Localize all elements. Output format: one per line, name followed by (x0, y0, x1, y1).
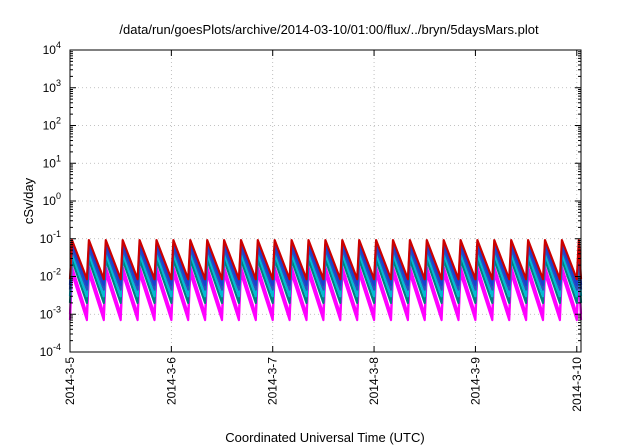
y-tick-exponent: 3 (56, 78, 61, 88)
chart-title: /data/run/goesPlots/archive/2014-03-10/0… (119, 22, 539, 37)
series-line-6 (68, 239, 583, 281)
y-tick-base: 10 (43, 81, 57, 95)
y-tick-exponent: -1 (53, 229, 61, 239)
y-tick-base: 10 (43, 43, 57, 57)
y-tick-exponent: -3 (53, 304, 61, 314)
y-tick-base: 10 (43, 119, 57, 133)
x-axis-label: Coordinated Universal Time (UTC) (225, 430, 424, 445)
y-tick-base: 10 (40, 345, 54, 359)
y-tick-label: 104 (43, 40, 61, 57)
y-tick-label: 100 (43, 191, 61, 208)
y-tick-base: 10 (40, 307, 54, 321)
x-tick-label: 2014-3-6 (164, 357, 178, 405)
y-tick-base: 10 (40, 270, 54, 284)
y-tick-label: 101 (43, 153, 61, 170)
axis-ticks (69, 49, 581, 353)
y-tick-exponent: 0 (56, 191, 61, 201)
y-tick-exponent: 1 (56, 153, 61, 163)
y-tick-base: 10 (40, 232, 54, 246)
x-tick-labels: 2014-3-5 2014-3-6 2014-3-7 2014-3-8 2014-3-9… (63, 357, 584, 412)
y-tick-label: 10-3 (40, 304, 61, 321)
y-tick-base: 10 (43, 194, 57, 208)
y-tick-exponent: -4 (53, 342, 61, 352)
y-tick-label: 10-4 (40, 342, 61, 359)
y-axis-label: cSv/day (21, 177, 36, 224)
x-tick-label: 2014-3-8 (367, 357, 381, 405)
series-group (68, 239, 583, 322)
x-tick-label: 2014-3-5 (63, 357, 77, 405)
y-tick-base: 10 (43, 156, 57, 170)
x-tick-label: 2014-3-9 (468, 357, 482, 405)
x-tick-label: 2014-3-10 (570, 357, 584, 412)
y-tick-label: 10-2 (40, 267, 61, 284)
x-tick-label: 2014-3-7 (266, 357, 280, 405)
y-tick-label: 103 (43, 78, 61, 95)
y-tick-exponent: 2 (56, 116, 61, 126)
y-tick-label: 102 (43, 116, 61, 133)
y-tick-exponent: 4 (56, 40, 61, 50)
y-tick-label: 10-1 (40, 229, 61, 246)
y-tick-exponent: -2 (53, 267, 61, 277)
